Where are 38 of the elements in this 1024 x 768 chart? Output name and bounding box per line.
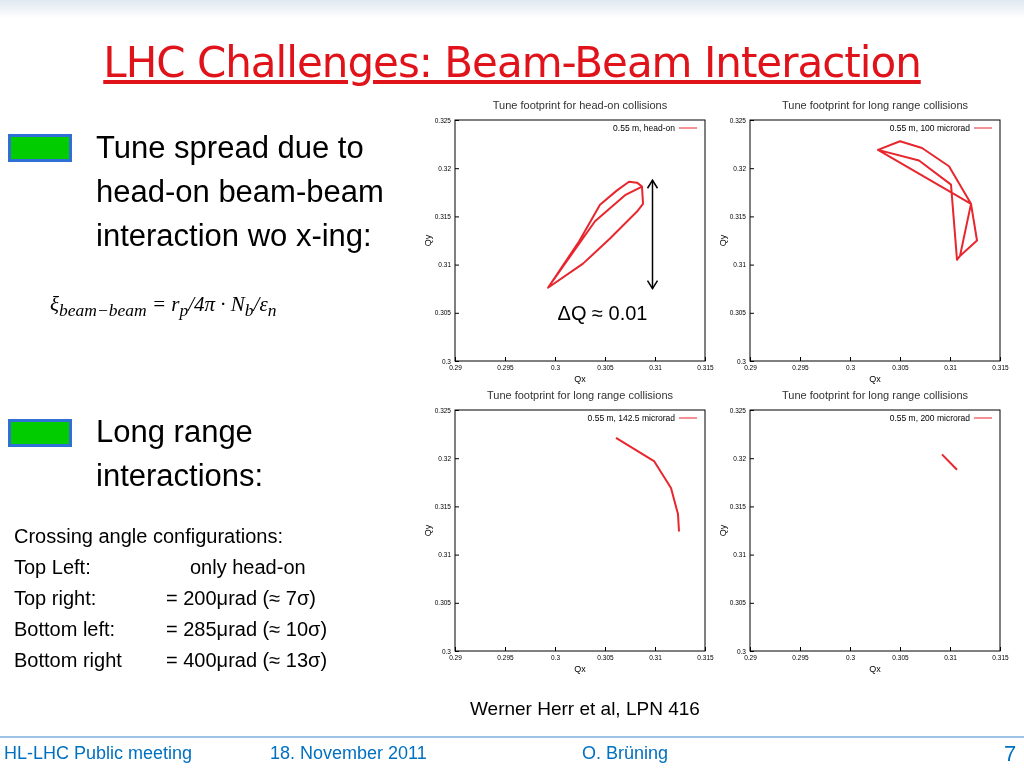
- text: Bottom right: [14, 648, 122, 673]
- x-axis-title: Qx: [574, 374, 587, 384]
- text: Top right:: [14, 586, 97, 611]
- x-axis-title: Qx: [574, 664, 587, 674]
- chart-title: Tune footprint for long range collisions: [486, 389, 674, 401]
- text: O. Brüning: [582, 742, 669, 765]
- x-axis-title: Qx: [869, 664, 882, 674]
- text: = 285μrad (≈ 10σ): [166, 617, 328, 642]
- x-axis-title: Qx: [869, 374, 882, 384]
- text: Bottom left:: [14, 617, 116, 642]
- annotation: ΔQ ≈ 0.01: [557, 302, 648, 325]
- text: Long range interactions:: [96, 413, 265, 495]
- y-axis-title: Qy: [423, 234, 433, 247]
- text: Tune spread due to head-on beam-beam interaction wo x-ing:: [96, 129, 385, 256]
- text: HL-LHC Public meeting: [4, 742, 193, 765]
- legend-label: 0.55 m, 142.5 microrad: [587, 413, 676, 423]
- legend-label: 0.55 m, head-on: [613, 123, 676, 133]
- legend-label: 0.55 m, 100 microrad: [889, 123, 971, 133]
- chart-title: Tune footprint for long range collisions: [781, 389, 969, 401]
- text: 18. November 2011: [270, 742, 427, 765]
- text: Crossing angle configurations:: [14, 524, 284, 549]
- line-series: [615, 436, 680, 533]
- text: LHC Challenges: Beam-Beam Interaction: [103, 38, 921, 87]
- y-axis-title: Qy: [718, 524, 728, 537]
- text: ξ$_{beam−beam}$ = r$_{p}$/4π · N$_{b}$/ε$_{n}$: [50, 291, 277, 323]
- chart-title: Tune footprint for long range collisions: [781, 99, 969, 111]
- y-axis-title: Qy: [718, 234, 728, 247]
- chart-title: Tune footprint for head-on collisions: [492, 99, 668, 111]
- line-series: [547, 180, 644, 289]
- text: Top Left:: [14, 555, 91, 580]
- y-axis-title: Qy: [423, 524, 433, 537]
- text: 7: [1004, 740, 1017, 768]
- text: Werner Herr et al, LPN 416: [470, 697, 700, 721]
- text: = 400μrad (≈ 13σ): [166, 648, 328, 673]
- legend-label: 0.55 m, 200 microrad: [889, 413, 971, 423]
- line-series: [877, 140, 978, 261]
- text: only head-on: [190, 555, 306, 580]
- text: = 200μrad (≈ 7σ): [166, 586, 316, 611]
